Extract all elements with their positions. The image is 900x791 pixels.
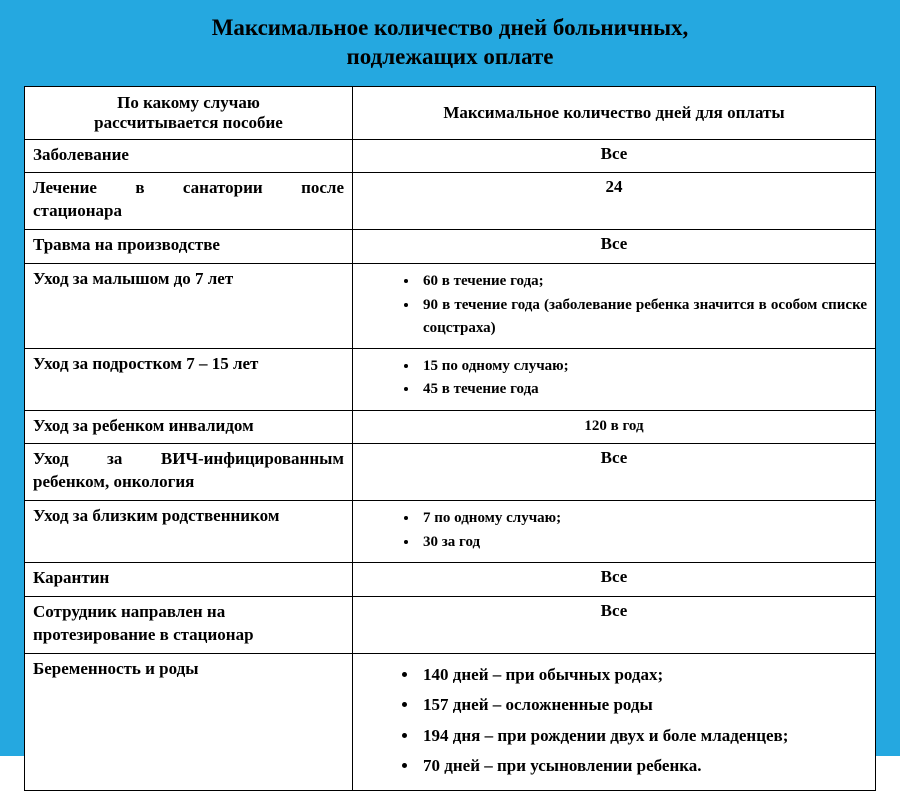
value-text: Все [601,567,628,586]
value-cell: Все [353,562,876,596]
value-text: Все [601,234,628,253]
case-cell: Карантин [25,562,353,596]
value-cell: Все [353,139,876,173]
value-text: Все [601,601,628,620]
value-cell: 120 в год [353,410,876,444]
value-text: 24 [606,177,623,196]
case-cell: Уход за ВИЧ-инфицированным ребенком, онко… [25,444,353,501]
case-cell: Уход за близким родственником [25,501,353,563]
case-cell: Уход за подростком 7 – 15 лет [25,349,353,411]
list-item: 90 в течение года (заболевание ребенка з… [419,294,867,341]
value-cell: Все [353,444,876,501]
value-cell: 7 по одному случаю;30 за год [353,501,876,563]
page-container: Максимальное количество дней больничных,… [0,0,900,756]
case-cell: Заболевание [25,139,353,173]
table-row: Сотрудник направлен на протезирование в с… [25,596,876,653]
header-max-days-text: Максимальное количество дней для оплаты [443,103,784,122]
list-item: 140 дней – при обычных родах; [419,660,867,691]
value-list: 140 дней – при обычных родах;157 дней – … [361,660,867,782]
table-row: Заболевание Все [25,139,876,173]
table-row: Уход за близким родственником7 по одному… [25,501,876,563]
list-item: 45 в течение года [419,378,867,401]
case-text-line: стационара [33,200,344,223]
value-cell: 60 в течение года;90 в течение года (заб… [353,264,876,349]
list-item: 60 в течение года; [419,270,867,293]
title-line-2: подлежащих оплате [347,44,554,69]
table-body: Заболевание Все Лечение в санатории после с… [25,139,876,791]
value-list: 15 по одному случаю;45 в течение года [361,355,867,402]
page-title: Максимальное количество дней больничных,… [24,14,876,72]
table-row: Уход за подростком 7 – 15 лет15 по одном… [25,349,876,411]
case-cell: Уход за малышом до 7 лет [25,264,353,349]
value-cell: 24 [353,173,876,230]
value-cell: Все [353,230,876,264]
case-text-line: Уход за ВИЧ-инфицированным [33,449,344,468]
value-text: Все [601,448,628,467]
value-text: Все [601,144,628,163]
case-text-line: Лечение в санатории после [33,178,344,197]
title-line-1: Максимальное количество дней больничных, [212,15,689,40]
header-max-days: Максимальное количество дней для оплаты [353,86,876,139]
value-cell: Все [353,596,876,653]
sick-days-table: По какому случаю рассчитывается пособие … [24,86,876,791]
case-cell: Травма на производстве [25,230,353,264]
value-text: 120 в год [584,418,643,434]
list-item: 194 дня – при рождении двух и боле младе… [419,721,867,752]
case-text-line: ребенком, онкология [33,471,344,494]
case-cell: Сотрудник направлен на протезирование в с… [25,596,353,653]
header-case-l2: рассчитывается пособие [94,113,283,132]
table-row: Карантин Все [25,562,876,596]
value-cell: 140 дней – при обычных родах;157 дней – … [353,653,876,790]
list-item: 7 по одному случаю; [419,507,867,530]
case-text-line: Сотрудник направлен на [33,602,225,621]
table-row: Уход за ребенком инвалидом 120 в год [25,410,876,444]
table-row: Уход за малышом до 7 лет60 в течение год… [25,264,876,349]
table-row: Травма на производстве Все [25,230,876,264]
case-cell: Беременность и роды [25,653,353,790]
value-list: 60 в течение года;90 в течение года (заб… [361,270,867,340]
case-cell: Уход за ребенком инвалидом [25,410,353,444]
table-header-row: По какому случаю рассчитывается пособие … [25,86,876,139]
table-row: Уход за ВИЧ-инфицированным ребенком, онко… [25,444,876,501]
list-item: 15 по одному случаю; [419,355,867,378]
list-item: 157 дней – осложненные роды [419,690,867,721]
list-item: 30 за год [419,531,867,554]
case-cell: Лечение в санатории после стационара [25,173,353,230]
table-row: Лечение в санатории после стационара 24 [25,173,876,230]
value-cell: 15 по одному случаю;45 в течение года [353,349,876,411]
table-row: Беременность и роды140 дней – при обычны… [25,653,876,790]
header-case-l1: По какому случаю [117,93,260,112]
header-case: По какому случаю рассчитывается пособие [25,86,353,139]
value-list: 7 по одному случаю;30 за год [361,507,867,554]
case-text-line: протезирование в стационар [33,625,254,644]
